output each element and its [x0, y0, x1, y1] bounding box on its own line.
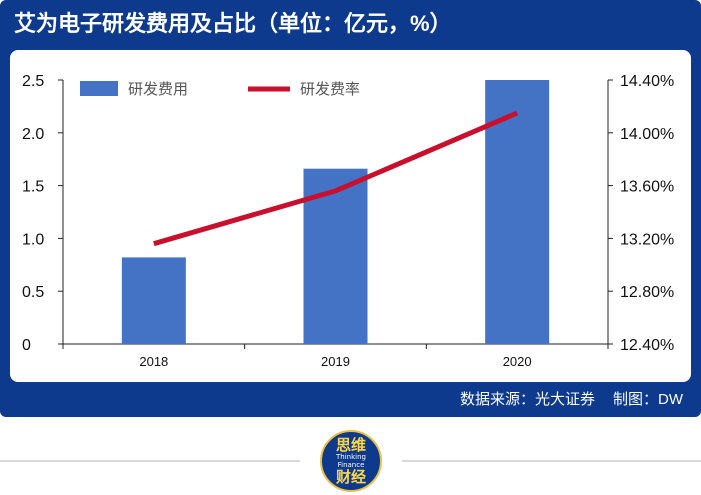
logo-bottom-text: 财经 — [335, 468, 366, 486]
bar — [121, 257, 186, 344]
x-tick-label: 2020 — [503, 354, 532, 369]
thinking-finance-logo: 思维 Thinking Finance 财经 — [320, 430, 382, 492]
y-right-tick-label: 12.80% — [620, 284, 674, 301]
source-note: 数据来源：光大证券 制图：DW — [460, 387, 683, 413]
logo-mid-text-2: Finance — [337, 461, 365, 469]
chart-svg: 0 0.5 1.0 1.5 2.0 2.5 12.40% 12.80% 13.20% 13.60%… — [22, 73, 674, 369]
y-right-tick-label: 13.20% — [620, 231, 674, 248]
rate-line — [153, 110, 519, 247]
x-tick-label: 2019 — [321, 354, 350, 369]
y-left-tick-label: 2.0 — [22, 126, 44, 143]
y-left-tick-label: 2.5 — [22, 73, 44, 90]
footer-divider-left — [0, 460, 300, 462]
legend-line-label: 研发费率 — [300, 81, 360, 98]
chart-frame: 艾为电子研发费用及占比（单位：亿元，%） 数据来源：光大证券 制图：DW — [0, 0, 701, 417]
y-right-tick-label: 14.00% — [620, 126, 674, 143]
y-left-tick-label: 1.0 — [22, 231, 44, 248]
data-source-text: 数据来源：光大证券 — [459, 391, 595, 408]
y-right-tick-label: 12.40% — [620, 337, 674, 354]
legend-bar-swatch — [80, 81, 118, 96]
y-left-tick-label: 0 — [22, 337, 31, 354]
bar — [485, 80, 550, 344]
chart-credit-text: 制图：DW — [613, 391, 683, 408]
x-tick-label: 2018 — [139, 354, 168, 369]
y-right-tick-label: 13.60% — [620, 179, 674, 196]
y-left-tick-label: 0.5 — [22, 284, 44, 301]
footer-divider-right — [402, 460, 701, 462]
y-right-tick-label: 14.40% — [620, 73, 674, 90]
logo-top-text: 思维 — [335, 436, 366, 454]
logo-mid-text-1: Thinking — [336, 453, 366, 461]
chart-title: 艾为电子研发费用及占比（单位：亿元，%） — [14, 11, 452, 36]
y-left-tick-label: 1.5 — [22, 179, 44, 196]
legend-bar-label: 研发费用 — [128, 81, 188, 98]
